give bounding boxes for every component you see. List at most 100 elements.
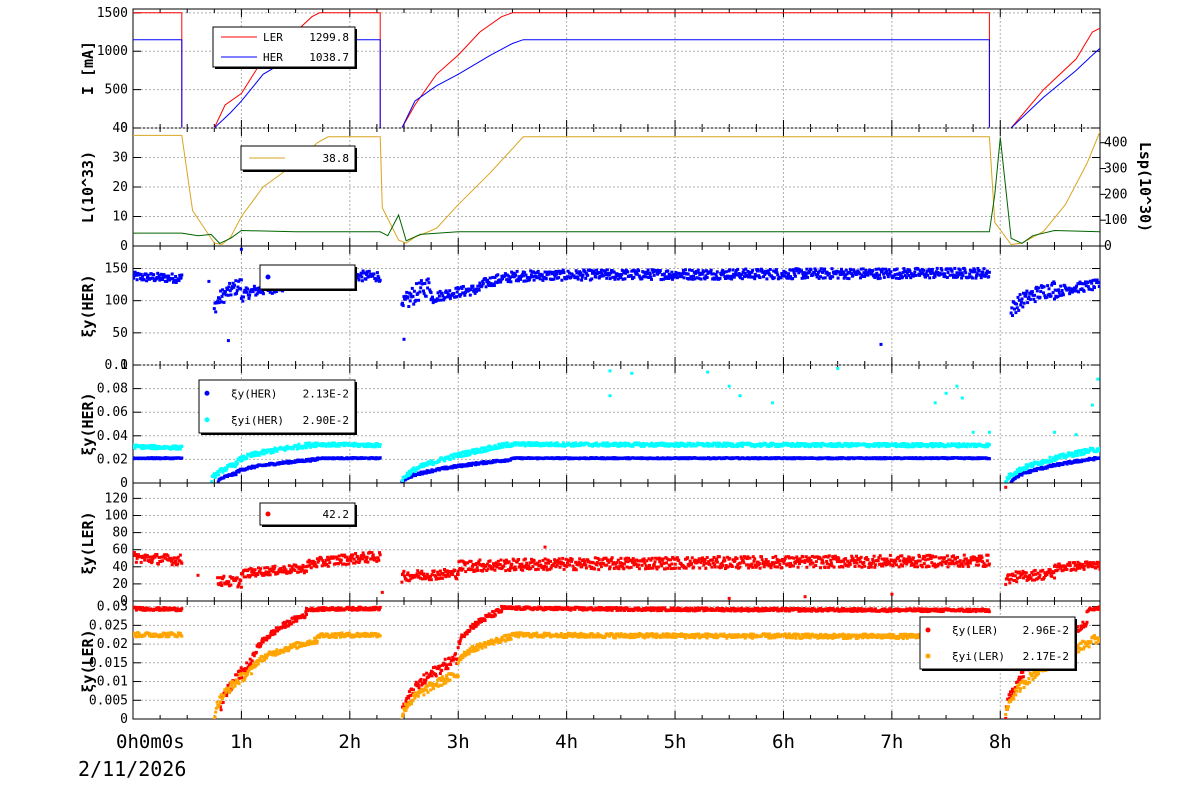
data-point: [165, 280, 169, 283]
data-point: [968, 272, 972, 276]
data-point: [616, 277, 620, 281]
data-point: [255, 453, 258, 457]
data-point: [541, 441, 545, 445]
data-point: [726, 274, 729, 278]
data-point: [688, 441, 692, 445]
data-point: [772, 276, 776, 280]
data-point: [576, 275, 580, 279]
data-point-outlier: [960, 396, 964, 400]
data-point: [646, 268, 650, 272]
data-point: [893, 273, 897, 277]
data-point: [1098, 457, 1100, 460]
data-point: [1072, 452, 1076, 456]
data-point: [424, 294, 428, 298]
data-point: [176, 562, 180, 566]
data-point: [278, 570, 282, 574]
data-point: [150, 272, 154, 276]
data-point: [817, 276, 821, 280]
data-point: [293, 569, 297, 572]
data-point-outlier: [402, 337, 406, 341]
data-point: [682, 276, 686, 280]
data-point: [343, 553, 347, 557]
data-point-outlier: [836, 367, 840, 370]
data-point-outlier: [1090, 403, 1094, 407]
data-point: [1015, 472, 1019, 475]
data-point: [696, 270, 700, 274]
data-point: [439, 298, 443, 302]
data-point: [624, 268, 628, 272]
data-point: [767, 271, 771, 275]
data-point: [626, 270, 630, 274]
data-point: [763, 272, 767, 276]
data-point: [218, 297, 222, 301]
data-point: [361, 551, 365, 555]
data-point: [650, 277, 653, 281]
data-point: [358, 559, 362, 563]
data-point: [237, 581, 241, 585]
data-point: [149, 555, 153, 559]
data-point: [1045, 295, 1049, 299]
y-tick-label: 1500: [97, 6, 128, 21]
data-point: [569, 276, 573, 279]
data-point: [861, 267, 865, 271]
data-point: [418, 576, 422, 580]
data-point: [508, 276, 512, 280]
data-point: [467, 449, 471, 453]
data-point: [828, 444, 832, 448]
data-point: [895, 276, 898, 280]
legend-value: 2.90E-2: [303, 414, 349, 427]
data-point: [800, 269, 803, 273]
data-point: [533, 271, 537, 275]
data-point: [499, 280, 503, 284]
data-point: [220, 584, 224, 587]
data-point: [920, 442, 924, 445]
data-point: [863, 273, 867, 277]
data-point: [456, 569, 460, 573]
data-point: [214, 310, 218, 314]
data-point: [410, 286, 414, 290]
data-point: [271, 565, 275, 569]
data-point: [675, 441, 679, 445]
data-point: [1021, 305, 1025, 309]
data-point: [762, 275, 765, 279]
data-point: [667, 277, 670, 280]
data-point: [566, 269, 570, 273]
data-point: [1063, 284, 1067, 288]
data-point: [345, 555, 349, 559]
data-point: [647, 276, 651, 279]
data-point: [964, 271, 968, 275]
data-point: [242, 290, 246, 294]
data-point: [1048, 292, 1052, 296]
data-point: [1008, 476, 1012, 480]
data-point: [665, 275, 669, 279]
data-point: [975, 272, 979, 276]
data-point: [405, 578, 409, 582]
data-point: [1073, 289, 1077, 293]
data-point: [141, 274, 145, 278]
data-point: [1024, 294, 1028, 298]
data-point: [227, 580, 231, 584]
data-point: [508, 278, 511, 282]
data-point: [753, 277, 757, 281]
y-tick-label: 100: [105, 508, 128, 523]
data-point: [257, 453, 261, 457]
data-point: [547, 272, 551, 276]
y-tick-label: 0: [120, 594, 128, 609]
data-point: [844, 268, 848, 272]
data-point: [426, 277, 430, 281]
data-point: [409, 577, 413, 581]
data-point: [257, 566, 260, 570]
data-point: [475, 447, 479, 451]
data-point: [1019, 300, 1023, 304]
legend-name: LER: [263, 31, 283, 44]
data-point: [718, 276, 722, 280]
data-point: [313, 561, 317, 564]
data-point: [484, 446, 488, 450]
data-point: [368, 550, 372, 554]
data-point: [405, 290, 409, 294]
data-point: [811, 273, 815, 277]
data-point: [802, 274, 805, 278]
data-point: [638, 275, 642, 279]
data-point: [447, 455, 451, 459]
data-point-outlier: [1053, 430, 1056, 434]
